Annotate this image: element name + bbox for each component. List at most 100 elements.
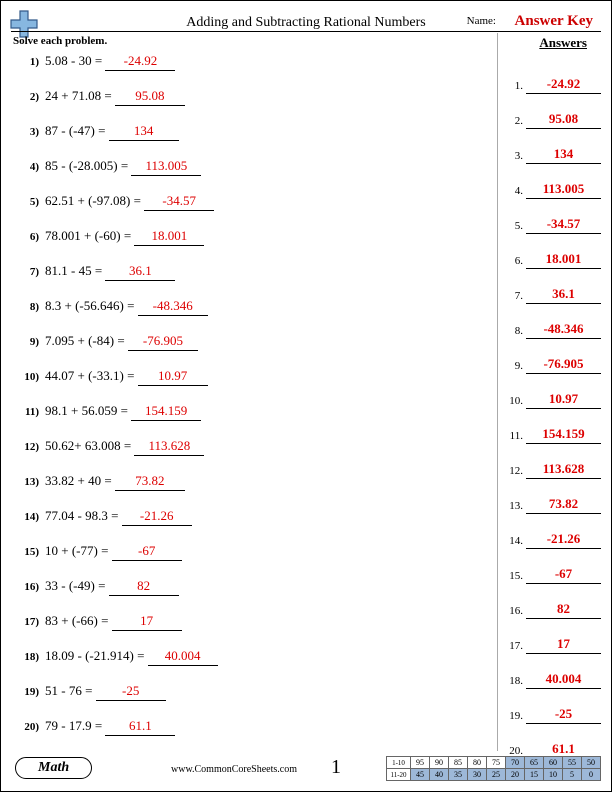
problem-answer-blank: -21.26 (122, 508, 192, 526)
answer-number: 18. (505, 675, 523, 689)
answer-number: 5. (505, 220, 523, 234)
score-cell: 65 (525, 757, 544, 769)
problem-answer-blank: 95.08 (115, 88, 185, 106)
page-number: 1 (331, 756, 341, 779)
problem-answer-blank: -24.92 (105, 53, 175, 71)
problem-answer-blank: -76.905 (128, 333, 198, 351)
problem-row: 2) 24 + 71.08 = 95.08 (17, 88, 477, 123)
score-cell: 5 (563, 769, 582, 781)
problem-expression: 24 + 71.08 = (45, 88, 115, 104)
problem-row: 6)78.001 + (-60) = 18.001 (17, 228, 477, 263)
score-cell: 90 (430, 757, 449, 769)
problem-answer-blank: 82 (109, 578, 179, 596)
answer-number: 17. (505, 640, 523, 654)
problem-answer-blank: -67 (112, 543, 182, 561)
problem-answer-blank: 154.159 (131, 403, 201, 421)
problem-answer-blank: 17 (112, 613, 182, 631)
problem-answer-blank: 36.1 (105, 263, 175, 281)
problem-number: 8) (17, 301, 39, 313)
problem-row: 17)83 + (-66) = 17 (17, 613, 477, 648)
score-cell: 60 (544, 757, 563, 769)
problem-number: 4) (17, 161, 39, 173)
answer-value: 10.97 (526, 391, 601, 409)
score-cell: 80 (468, 757, 487, 769)
answer-row: 19.-25 (505, 689, 601, 724)
subject-pill: Math (15, 757, 92, 779)
problem-expression: 50.62+ 63.008 = (45, 438, 134, 454)
vertical-divider (497, 33, 498, 751)
answer-number: 14. (505, 535, 523, 549)
answer-number: 7. (505, 290, 523, 304)
problem-number: 13) (17, 476, 39, 488)
problem-expression: 85 - (-28.005) = (45, 158, 131, 174)
answer-value: 113.005 (526, 181, 601, 199)
problem-answer-blank: 73.82 (115, 473, 185, 491)
score-cell: 25 (487, 769, 506, 781)
answer-row: 18.40.004 (505, 654, 601, 689)
score-cell: 0 (582, 769, 601, 781)
problem-number: 19) (17, 686, 39, 698)
answer-row: 15.-67 (505, 549, 601, 584)
score-cell: 75 (487, 757, 506, 769)
answer-number: 8. (505, 325, 523, 339)
problem-row: 7) 81.1 - 45 = 36.1 (17, 263, 477, 298)
score-cell: 10 (544, 769, 563, 781)
score-row-label: 11-20 (387, 769, 411, 781)
problem-expression: 87 - (-47) = (45, 123, 109, 139)
problem-answer-blank: 61.1 (105, 718, 175, 736)
problem-row: 15)10 + (-77) = -67 (17, 543, 477, 578)
problem-expression: 5.08 - 30 = (45, 53, 105, 69)
problem-row: 10)44.07 + (-33.1) = 10.97 (17, 368, 477, 403)
problem-expression: 78.001 + (-60) = (45, 228, 134, 244)
problem-number: 14) (17, 511, 39, 523)
answer-row: 14.-21.26 (505, 514, 601, 549)
problems-list: 1) 5.08 - 30 = -24.92 2) 24 + 71.08 = 95.08… (17, 53, 477, 753)
problem-expression: 62.51 + (-97.08) = (45, 193, 144, 209)
problem-number: 3) (17, 126, 39, 138)
problem-row: 1) 5.08 - 30 = -24.92 (17, 53, 477, 88)
answer-value: 95.08 (526, 111, 601, 129)
problem-number: 15) (17, 546, 39, 558)
answer-value: 113.628 (526, 461, 601, 479)
answer-value: -67 (526, 566, 601, 584)
problem-row: 11)98.1 + 56.059 = 154.159 (17, 403, 477, 438)
problem-answer-blank: 134 (109, 123, 179, 141)
answer-row: 4.113.005 (505, 164, 601, 199)
problem-expression: 81.1 - 45 = (45, 263, 105, 279)
problem-number: 7) (17, 266, 39, 278)
problem-row: 4)85 - (-28.005) = 113.005 (17, 158, 477, 193)
answer-number: 15. (505, 570, 523, 584)
answer-row: 17.17 (505, 619, 601, 654)
answer-number: 10. (505, 395, 523, 409)
problem-answer-blank: -25 (96, 683, 166, 701)
problem-expression: 79 - 17.9 = (45, 718, 105, 734)
problem-row: 8)8.3 + (-56.646) = -48.346 (17, 298, 477, 333)
score-row-label: 1-10 (387, 757, 411, 769)
name-label: Name: (467, 15, 496, 27)
problem-answer-blank: 40.004 (148, 648, 218, 666)
score-grid: 1-109590858075706560555011-2045403530252… (386, 756, 601, 781)
answer-value: -76.905 (526, 356, 601, 374)
problem-row: 12)50.62+ 63.008 = 113.628 (17, 438, 477, 473)
problem-answer-blank: -48.346 (138, 298, 208, 316)
answer-number: 16. (505, 605, 523, 619)
answer-value: 36.1 (526, 286, 601, 304)
answer-value: 17 (526, 636, 601, 654)
problem-expression: 18.09 - (-21.914) = (45, 648, 148, 664)
score-cell: 95 (411, 757, 430, 769)
problem-number: 2) (17, 91, 39, 103)
score-cell: 40 (430, 769, 449, 781)
problem-expression: 98.1 + 56.059 = (45, 403, 131, 419)
problem-row: 13)33.82 + 40 = 73.82 (17, 473, 477, 508)
answer-value: -34.57 (526, 216, 601, 234)
answer-row: 11.154.159 (505, 409, 601, 444)
answer-row: 16.82 (505, 584, 601, 619)
problem-expression: 33 - (-49) = (45, 578, 109, 594)
problem-number: 1) (17, 56, 39, 68)
footer: Math www.CommonCoreSheets.com 1 1-109590… (1, 753, 611, 785)
problem-number: 18) (17, 651, 39, 663)
score-cell: 45 (411, 769, 430, 781)
problem-row: 3) 87 - (-47) = 134 (17, 123, 477, 158)
problem-answer-blank: 18.001 (134, 228, 204, 246)
problem-row: 5)62.51 + (-97.08) = -34.57 (17, 193, 477, 228)
